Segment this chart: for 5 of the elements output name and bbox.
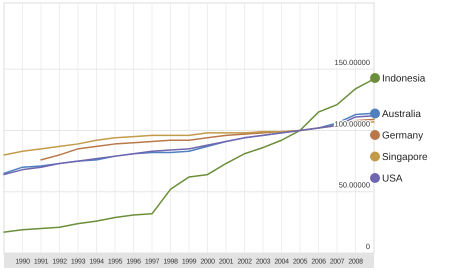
series-label: Indonesia (382, 74, 426, 84)
legend-label: Singapore (382, 152, 428, 163)
legend-label: USA (382, 174, 403, 184)
legend-label: Germany (382, 130, 424, 142)
series-label: Australia (382, 109, 422, 120)
